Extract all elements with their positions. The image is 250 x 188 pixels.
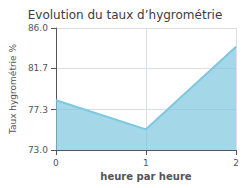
svg-text:73.0: 73.0 [28, 145, 48, 155]
svg-text:heure par heure: heure par heure [100, 171, 191, 182]
svg-text:2: 2 [233, 158, 239, 168]
svg-text:1: 1 [143, 158, 149, 168]
svg-text:86.0: 86.0 [28, 23, 48, 33]
svg-text:Evolution du taux d’hygrométri: Evolution du taux d’hygrométrie [28, 8, 223, 22]
svg-text:Taux hygrométrie %: Taux hygrométrie % [8, 43, 18, 135]
svg-text:81.7: 81.7 [28, 63, 48, 73]
svg-text:77.3: 77.3 [28, 105, 48, 115]
svg-text:0: 0 [53, 158, 59, 168]
